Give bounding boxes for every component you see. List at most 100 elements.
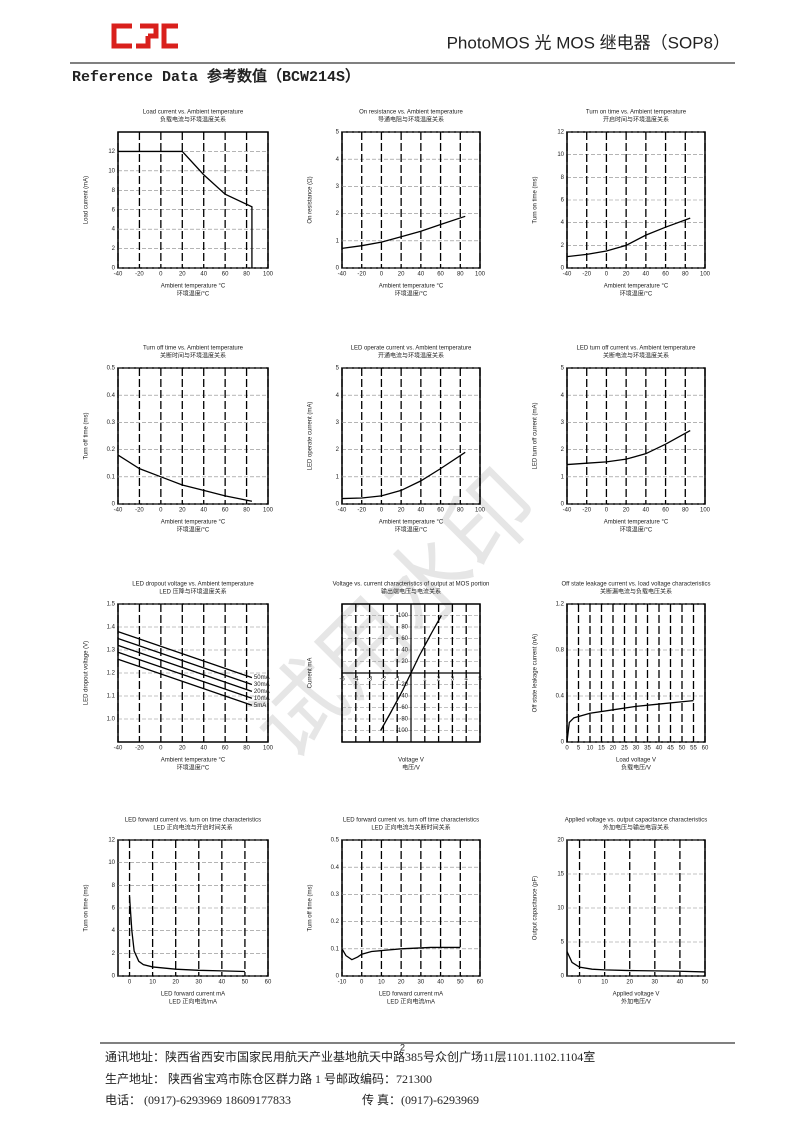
chart-title: Load current vs. Ambient temperature [143, 110, 244, 116]
y-tick-label: 4 [561, 220, 565, 226]
logo [111, 23, 178, 49]
y-tick-label: 1.2 [556, 602, 565, 608]
y-tick-label: 80 [401, 625, 408, 631]
x-tick-label: 20 [626, 980, 633, 986]
y-tick-label: 3 [336, 184, 340, 190]
y-tick-label: 1 [561, 474, 565, 480]
x-tick-label: 80 [243, 746, 250, 752]
x-tick-label: 20 [398, 272, 405, 278]
x-tick-label: 30 [195, 980, 202, 986]
y-tick-label: 20 [401, 659, 408, 665]
x-tick-label: 20 [623, 272, 630, 278]
y-tick-label: 4 [112, 928, 116, 934]
y-tick-label: 0.1 [107, 474, 116, 480]
x-axis-label: LED forward current mA [161, 992, 225, 998]
y-axis-label: Load current (mA) [84, 176, 90, 224]
y-tick-label: 0.1 [331, 946, 340, 952]
footer-factory: 生产地址： 陕西省宝鸡市陈仓区群力路 1 号邮政编码：721300 [105, 1071, 432, 1086]
y-tick-label: 20 [557, 838, 564, 844]
x-axis-label: Load voltage V [616, 758, 656, 764]
y-tick-label: 12 [108, 838, 115, 844]
plot-frame [566, 367, 706, 505]
y-axis-label: LED operate current (mA) [308, 402, 314, 471]
x-tick-label: 15 [598, 746, 605, 752]
y-tick-label: 0.5 [107, 366, 116, 372]
x-tick-label: 0 [360, 980, 364, 986]
x-tick-label: 0 [605, 508, 609, 514]
x-tick-label: 60 [222, 272, 229, 278]
x-tick-label: 100 [263, 508, 274, 514]
data-line [128, 896, 245, 973]
y-axis-label: Turn off time (ms) [84, 412, 90, 459]
x-tick-label: -40 [114, 746, 123, 752]
data-line [117, 644, 253, 693]
y-tick-label: 8 [561, 175, 565, 181]
y-tick-label: 8 [112, 883, 116, 889]
plot-frame [341, 839, 481, 977]
x-tick-label: 80 [243, 508, 250, 514]
x-tick-label: -20 [582, 272, 591, 278]
footer-phone: 电话： (0917)-6293969 18609177833 [105, 1093, 291, 1107]
plot-frame [341, 131, 481, 269]
chart-title-cn: 关断电流与环境温度关系 [603, 352, 669, 360]
y-tick-label: 1.3 [107, 648, 116, 654]
y-axis-label: Turn on time (ms) [533, 176, 539, 223]
x-tick-label: 100 [263, 746, 274, 752]
chart-title: On resistance vs. Ambient temperature [359, 110, 463, 116]
x-tick-label: 60 [222, 508, 229, 514]
chart-title-cn: 负载电流与环境温度关系 [160, 116, 226, 124]
chart-title: LED forward current vs. turn on time cha… [125, 818, 261, 824]
chart-title: Applied voltage vs. output capacitance c… [565, 818, 707, 824]
x-axis-label: Ambient temperature °C [161, 284, 226, 290]
y-tick-label: 1 [336, 238, 340, 244]
chart-title: LED operate current vs. Ambient temperat… [351, 346, 472, 352]
x-tick-label: 40 [200, 272, 207, 278]
x-tick-label: -40 [338, 272, 347, 278]
x-tick-label: -40 [114, 272, 123, 278]
x-tick-label: -5 [339, 677, 345, 683]
x-axis-label: Ambient temperature °C [379, 520, 444, 526]
x-tick-label: 0 [380, 508, 384, 514]
plot-frame [117, 131, 269, 269]
y-axis-label: On resistance (Ω) [308, 176, 314, 223]
data-line [341, 215, 466, 250]
x-tick-label: 20 [610, 746, 617, 752]
x-axis-label-cn: LED 正向电流/mA [169, 998, 217, 1006]
x-tick-label: 40 [643, 508, 650, 514]
x-tick-label: -40 [563, 508, 572, 514]
x-tick-label: 3 [451, 677, 455, 683]
chart-title: Turn off time vs. Ambient temperature [143, 346, 244, 352]
y-tick-label: -40 [399, 694, 408, 700]
data-line [117, 658, 253, 706]
chart-title-cn: 关断时间与环境温度关系 [160, 352, 226, 360]
x-tick-label: -4 [353, 677, 359, 683]
x-tick-label: 50 [702, 980, 709, 986]
x-axis-label: Ambient temperature °C [161, 520, 226, 526]
y-tick-label: 6 [112, 906, 116, 912]
x-tick-label: -1 [395, 677, 401, 683]
x-axis-label: Ambient temperature °C [161, 758, 226, 764]
x-axis-label-cn: 环境温度/°C [177, 290, 210, 298]
data-line [566, 217, 691, 258]
x-tick-label: -20 [357, 508, 366, 514]
header-title: PhotoMOS 光 MOS 继电器（SOP8） [447, 33, 730, 52]
x-tick-label: 40 [418, 272, 425, 278]
y-tick-label: 1.4 [107, 625, 116, 631]
y-tick-label: 0.2 [107, 447, 116, 453]
chart-title-cn: 开启时间与环境温度关系 [603, 116, 669, 124]
x-tick-label: 20 [179, 272, 186, 278]
y-tick-label: 2 [336, 211, 340, 217]
x-tick-label: 5 [478, 677, 482, 683]
y-tick-label: -100 [396, 728, 409, 734]
data-line [341, 946, 461, 961]
x-tick-label: -40 [114, 508, 123, 514]
y-tick-label: 40 [401, 648, 408, 654]
chart-title-cn: 关断漏电流与负载电压关系 [600, 588, 672, 596]
x-tick-label: 60 [437, 508, 444, 514]
x-tick-label: 0 [380, 272, 384, 278]
x-tick-label: 0 [159, 746, 163, 752]
y-tick-label: 0.4 [556, 694, 565, 700]
page-number: 2 [400, 1042, 405, 1052]
data-line [566, 699, 694, 743]
x-axis-label: Ambient temperature °C [379, 284, 444, 290]
